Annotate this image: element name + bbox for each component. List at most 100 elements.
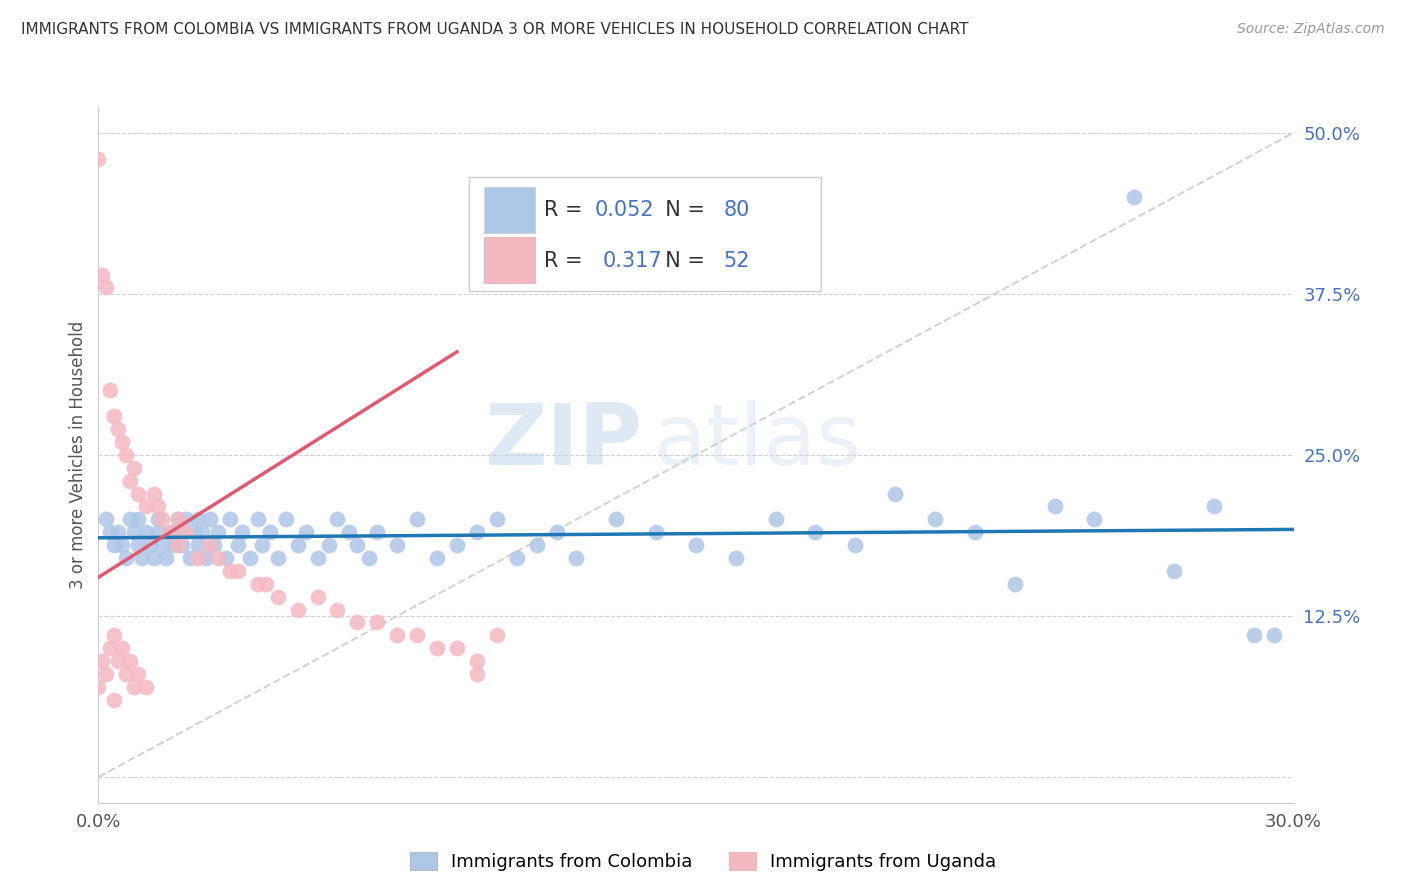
Point <box>98 384 122 398</box>
Point <box>963 525 986 540</box>
Point <box>135 500 157 514</box>
Point <box>174 512 197 526</box>
Text: atlas: atlas <box>654 400 862 483</box>
Point <box>307 551 329 566</box>
Point <box>127 512 149 526</box>
Point <box>96 280 118 294</box>
Text: 0.317: 0.317 <box>603 251 662 271</box>
Point <box>1004 576 1026 591</box>
Point <box>107 654 129 668</box>
Point <box>267 551 290 566</box>
Point <box>366 615 388 630</box>
Point <box>385 538 409 552</box>
Point <box>274 512 297 526</box>
Point <box>645 525 668 540</box>
Point <box>167 512 190 526</box>
Point <box>346 538 368 552</box>
Point <box>1123 190 1146 204</box>
Point <box>385 628 409 642</box>
Point <box>465 654 488 668</box>
Point <box>565 551 588 566</box>
Point <box>207 551 229 566</box>
Point <box>148 512 170 526</box>
Text: N =: N = <box>652 251 711 271</box>
Point <box>465 525 488 540</box>
Text: R =: R = <box>544 251 596 271</box>
Point <box>187 538 209 552</box>
Point <box>111 538 134 552</box>
Text: 52: 52 <box>724 251 749 271</box>
Point <box>294 525 316 540</box>
Point <box>183 525 205 540</box>
Point <box>259 525 281 540</box>
Point <box>765 512 787 526</box>
Point <box>167 525 190 540</box>
Point <box>219 512 242 526</box>
Point <box>96 512 118 526</box>
Point <box>231 525 253 540</box>
Text: N =: N = <box>652 201 711 220</box>
Point <box>219 564 242 578</box>
Point <box>1043 500 1066 514</box>
Point <box>172 538 194 552</box>
Point <box>406 512 429 526</box>
Point <box>246 512 269 526</box>
Point <box>167 512 190 526</box>
Point <box>139 538 162 552</box>
Point <box>155 551 177 566</box>
Point <box>226 564 249 578</box>
Point <box>426 551 449 566</box>
Point <box>111 641 134 656</box>
Point <box>685 538 707 552</box>
Text: Source: ZipAtlas.com: Source: ZipAtlas.com <box>1237 22 1385 37</box>
Point <box>339 525 361 540</box>
Point <box>1263 628 1285 642</box>
Point <box>884 486 907 500</box>
Point <box>366 525 388 540</box>
Point <box>148 500 170 514</box>
Point <box>546 525 568 540</box>
FancyBboxPatch shape <box>485 237 534 284</box>
Point <box>207 525 229 540</box>
Point <box>226 538 249 552</box>
Point <box>174 525 197 540</box>
Point <box>1243 628 1265 642</box>
Point <box>135 680 157 694</box>
Point <box>143 486 166 500</box>
Point <box>163 538 186 552</box>
Point <box>98 641 122 656</box>
Point <box>191 525 214 540</box>
Point <box>605 512 627 526</box>
Point <box>198 538 221 552</box>
Point <box>150 512 173 526</box>
Point <box>267 590 290 604</box>
Point <box>359 551 381 566</box>
Point <box>103 628 125 642</box>
Point <box>187 512 209 526</box>
Point <box>406 628 429 642</box>
Point <box>124 460 146 475</box>
FancyBboxPatch shape <box>470 177 821 292</box>
Point <box>187 551 209 566</box>
Point <box>91 654 114 668</box>
Point <box>127 667 149 681</box>
Point <box>1202 500 1225 514</box>
Point <box>426 641 449 656</box>
Point <box>150 538 173 552</box>
Point <box>215 551 238 566</box>
Point <box>202 538 225 552</box>
Point <box>120 512 142 526</box>
Text: R =: R = <box>544 201 589 220</box>
Point <box>485 512 508 526</box>
Text: 80: 80 <box>724 201 749 220</box>
FancyBboxPatch shape <box>485 186 534 233</box>
Point <box>804 525 827 540</box>
Point <box>287 602 309 616</box>
Point <box>346 615 368 630</box>
Point <box>148 525 170 540</box>
Point <box>96 667 118 681</box>
Point <box>179 551 201 566</box>
Point <box>167 538 190 552</box>
Point <box>526 538 548 552</box>
Point <box>115 551 138 566</box>
